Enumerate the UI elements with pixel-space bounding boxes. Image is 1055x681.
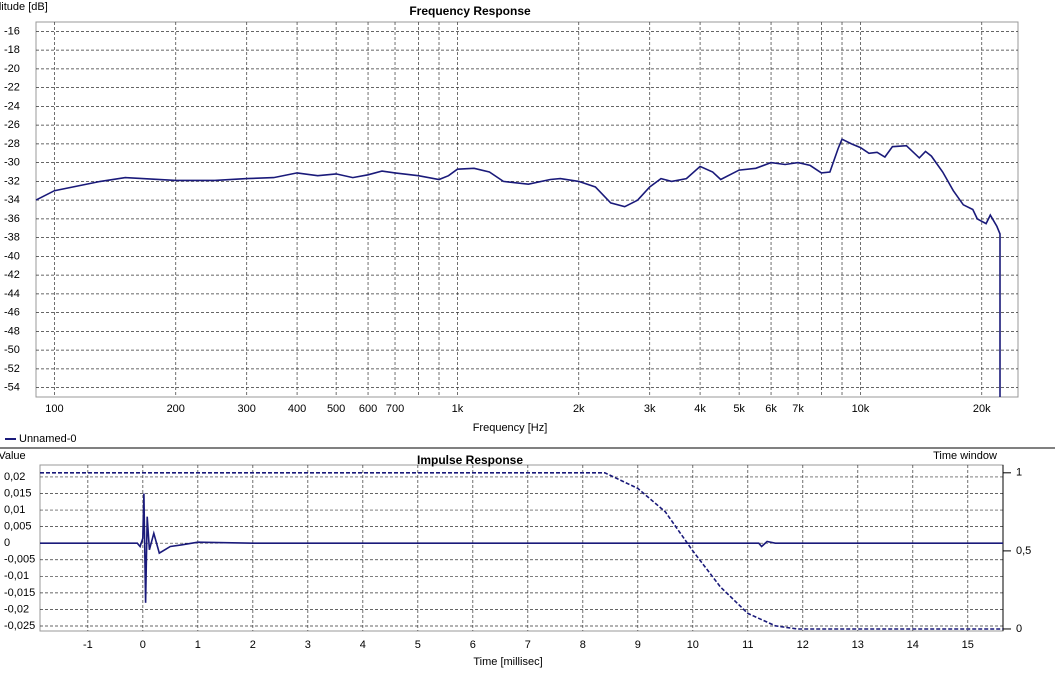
y-tick-label: -30 bbox=[4, 157, 20, 169]
y2-tick-label: 0,5 bbox=[1016, 545, 1031, 557]
x-tick-label: 3k bbox=[644, 403, 656, 415]
x-tick-label: 200 bbox=[167, 403, 185, 415]
legend-label: Unnamed-0 bbox=[19, 433, 76, 445]
y-tick-label: -40 bbox=[4, 250, 20, 262]
y-tick-label: -48 bbox=[4, 325, 20, 337]
y-tick-label: -22 bbox=[4, 82, 20, 94]
x-axis-label: Time [millisec] bbox=[473, 656, 542, 668]
y-tick-label: 0 bbox=[4, 537, 10, 549]
y-tick-label: -24 bbox=[4, 100, 20, 112]
x-tick-label: 3 bbox=[305, 639, 311, 651]
y-tick-label: -42 bbox=[4, 269, 20, 281]
plot-area bbox=[35, 21, 1019, 398]
x-tick-label: 12 bbox=[797, 639, 809, 651]
chart-title: Frequency Response bbox=[409, 4, 531, 18]
x-tick-label: 15 bbox=[962, 639, 974, 651]
x-tick-label: 4 bbox=[360, 639, 366, 651]
x-tick-label: 1k bbox=[452, 403, 464, 415]
x-tick-label: 8 bbox=[580, 639, 586, 651]
x-tick-label: 5 bbox=[415, 639, 421, 651]
x-tick-label: 400 bbox=[288, 403, 306, 415]
x-tick-label: 500 bbox=[327, 403, 345, 415]
y-tick-label: -0,005 bbox=[4, 554, 35, 566]
y-tick-label: -0,015 bbox=[4, 587, 35, 599]
series-line bbox=[35, 138, 1001, 397]
x-tick-label: 6k bbox=[765, 403, 777, 415]
x-tick-label: 10 bbox=[687, 639, 699, 651]
x-tick-label: 600 bbox=[359, 403, 377, 415]
x-tick-label: 14 bbox=[907, 639, 919, 651]
x-axis-label: Frequency [Hz] bbox=[473, 422, 548, 434]
x-tick-label: 6 bbox=[470, 639, 476, 651]
y-tick-label: -26 bbox=[4, 119, 20, 131]
x-tick-label: 7k bbox=[792, 403, 804, 415]
y-tick-label: -18 bbox=[4, 44, 20, 56]
y-tick-label: -28 bbox=[4, 138, 20, 150]
y-axis-label: Amplitude [dB] bbox=[0, 1, 48, 13]
x-tick-label: 2k bbox=[573, 403, 585, 415]
y-tick-label: -0,025 bbox=[4, 620, 35, 632]
y-tick-label: -0,01 bbox=[4, 570, 29, 582]
y-tick-label: 0,01 bbox=[4, 504, 25, 516]
y-tick-label: -54 bbox=[4, 382, 20, 394]
y-tick-label: -34 bbox=[4, 194, 20, 206]
x-tick-label: 0 bbox=[140, 639, 146, 651]
x-tick-label: 5k bbox=[733, 403, 745, 415]
x-tick-label: 4k bbox=[694, 403, 706, 415]
x-tick-label: 11 bbox=[742, 639, 753, 651]
x-tick-label: 9 bbox=[635, 639, 641, 651]
x-tick-label: 2 bbox=[250, 639, 256, 651]
y2-tick-label: 0 bbox=[1016, 623, 1022, 635]
x-tick-label: 10k bbox=[852, 403, 870, 415]
y-tick-label: -50 bbox=[4, 344, 20, 356]
x-tick-label: 100 bbox=[45, 403, 63, 415]
x-tick-label: 700 bbox=[386, 403, 404, 415]
y-tick-label: -32 bbox=[4, 175, 20, 187]
x-tick-label: 20k bbox=[973, 403, 991, 415]
y-tick-label: 0,015 bbox=[4, 487, 32, 499]
y-tick-label: -20 bbox=[4, 63, 20, 75]
x-tick-label: 7 bbox=[525, 639, 531, 651]
plot-area bbox=[39, 464, 1004, 632]
y-tick-label: -44 bbox=[4, 288, 20, 300]
y-tick-label: 0,005 bbox=[4, 521, 32, 533]
y-tick-label: 0,02 bbox=[4, 471, 25, 483]
x-tick-label: -1 bbox=[83, 639, 93, 651]
series-line bbox=[40, 493, 1003, 603]
x-tick-label: 1 bbox=[195, 639, 201, 651]
y-axis-label: Value bbox=[0, 450, 26, 462]
y2-tick-label: 1 bbox=[1016, 467, 1022, 479]
y-tick-label: -52 bbox=[4, 363, 20, 375]
y-tick-label: -16 bbox=[4, 25, 20, 37]
x-tick-label: 300 bbox=[238, 403, 256, 415]
y-tick-label: -46 bbox=[4, 307, 20, 319]
y2-axis-label: Time window bbox=[933, 450, 997, 462]
series-line bbox=[40, 472, 1003, 630]
y-tick-label: -0,02 bbox=[4, 603, 29, 615]
chart-title: Impulse Response bbox=[417, 453, 523, 467]
y-tick-label: -38 bbox=[4, 232, 20, 244]
x-tick-label: 13 bbox=[852, 639, 864, 651]
y-tick-label: -36 bbox=[4, 213, 20, 225]
